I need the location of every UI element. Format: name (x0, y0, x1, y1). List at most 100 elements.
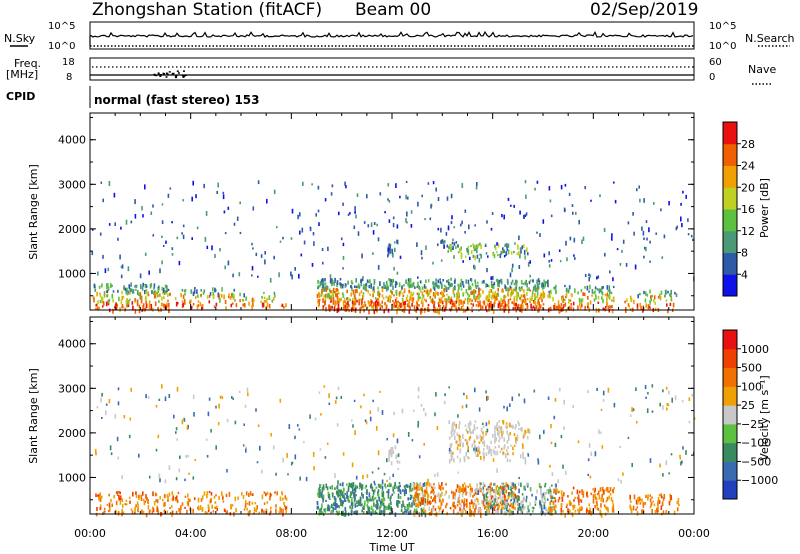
data-cell (480, 304, 482, 310)
data-cell (342, 482, 344, 487)
data-cell (419, 309, 422, 315)
data-cell (523, 214, 525, 217)
data-cell (520, 294, 523, 297)
data-cell (501, 435, 503, 439)
data-cell (604, 506, 607, 509)
data-cell (322, 305, 325, 308)
data-cell (153, 283, 156, 288)
data-cell (600, 431, 602, 434)
data-cell (392, 279, 394, 283)
data-cell (586, 495, 589, 498)
data-cell (349, 212, 351, 215)
data-cell (483, 484, 486, 487)
data-cell (408, 298, 411, 304)
data-cell (353, 492, 356, 497)
data-cell (507, 298, 510, 304)
x-tick-label: 04:00 (175, 527, 207, 540)
data-cell (511, 490, 513, 496)
data-cell (609, 295, 611, 298)
data-cell (330, 295, 333, 299)
data-cell (373, 480, 376, 484)
data-cell (141, 206, 143, 211)
data-cell (373, 309, 376, 315)
data-cell (452, 504, 454, 507)
data-cell (648, 227, 650, 233)
data-cell (367, 512, 369, 515)
data-cell (516, 297, 518, 302)
data-cell (577, 305, 579, 310)
data-cell (423, 482, 426, 487)
data-cell (366, 497, 368, 501)
data-cell (526, 483, 529, 488)
data-cell (330, 510, 332, 515)
data-cell (377, 489, 380, 493)
data-cell (529, 297, 531, 303)
data-cell (397, 300, 399, 303)
data-cell (433, 492, 436, 496)
data-cell (372, 306, 375, 312)
data-cell (239, 299, 241, 303)
data-cell (159, 268, 161, 274)
data-cell (497, 502, 499, 507)
data-cell (479, 288, 482, 291)
data-cell (680, 461, 682, 466)
data-cell (483, 279, 485, 284)
data-cell (137, 503, 139, 509)
data-cell (454, 506, 457, 510)
data-cell (155, 448, 158, 452)
data-cell (423, 408, 425, 412)
data-cell (688, 397, 691, 402)
data-cell (477, 284, 479, 287)
data-cell (515, 280, 518, 283)
data-cell (317, 493, 320, 498)
data-cell (387, 505, 390, 510)
data-cell (317, 505, 320, 510)
data-cell (101, 305, 104, 308)
data-cell (460, 278, 463, 284)
data-cell (578, 490, 581, 494)
data-cell (458, 434, 460, 438)
data-cell (658, 494, 661, 497)
data-cell (272, 445, 275, 450)
data-cell (448, 447, 451, 452)
data-cell (432, 299, 435, 304)
data-cell (406, 510, 408, 513)
data-cell (349, 298, 351, 302)
data-cell (430, 204, 432, 209)
data-cell (271, 299, 274, 303)
data-cell (443, 244, 445, 249)
data-cell (345, 185, 347, 189)
data-cell (421, 286, 424, 290)
data-cell (339, 497, 341, 501)
data-cell (500, 447, 503, 451)
data-cell (512, 452, 514, 456)
data-cell (377, 407, 379, 412)
data-cell (541, 500, 544, 503)
data-cell (366, 503, 369, 507)
data-cell (336, 486, 338, 489)
data-cell (581, 297, 584, 303)
data-cell (165, 285, 168, 289)
data-cell (239, 201, 241, 205)
data-cell (389, 243, 392, 246)
data-cell (510, 286, 513, 289)
data-cell (389, 244, 391, 249)
data-cell (405, 180, 408, 184)
data-cell (136, 302, 139, 307)
data-cell (246, 387, 249, 393)
data-cell (398, 481, 401, 485)
data-cell (398, 291, 401, 296)
data-cell (432, 507, 434, 512)
data-cell (413, 512, 415, 518)
data-cell (458, 301, 460, 306)
data-cell (548, 488, 550, 493)
data-cell (334, 507, 336, 510)
nave-label: Nave (748, 63, 776, 76)
data-cell (520, 304, 522, 307)
data-cell (180, 505, 182, 511)
data-cell (536, 291, 539, 296)
data-cell (515, 495, 517, 499)
data-cell (548, 307, 551, 311)
data-cell (202, 291, 205, 295)
data-cell (510, 499, 512, 502)
